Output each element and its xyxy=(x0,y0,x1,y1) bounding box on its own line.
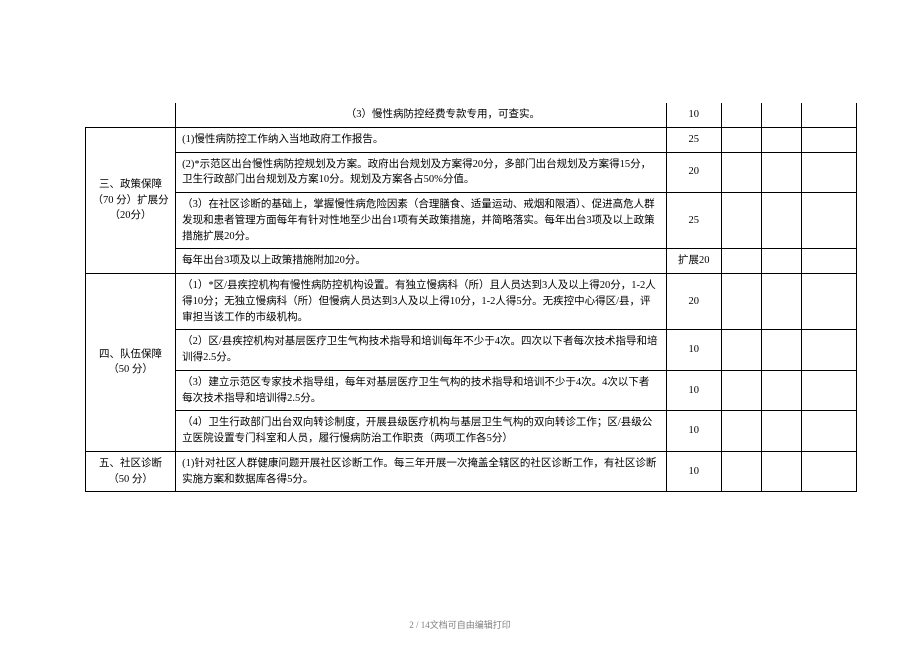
table-cell-blank xyxy=(801,193,856,249)
table-row: （3）建立示范区专家技术指导组，每年对基层医疗卫生气构的技术指导和培训不少于4次… xyxy=(86,370,857,411)
table-row: 三、政策保障（70 分）扩展分（20分） (1)慢性病防控工作纳入当地政府工作报… xyxy=(86,127,857,152)
table-cell-blank xyxy=(801,274,856,330)
table-cell-content: (1)慢性病防控工作纳入当地政府工作报告。 xyxy=(176,127,667,152)
table-cell-blank xyxy=(801,127,856,152)
table-cell-score: 10 xyxy=(666,411,721,452)
table-cell-blank xyxy=(801,370,856,411)
table-cell-blank xyxy=(721,127,761,152)
table-cell-blank xyxy=(801,451,856,492)
table-cell-blank xyxy=(721,152,761,193)
table-cell-content: （3）慢性病防控经费专款专用，可查实。 xyxy=(176,103,667,127)
table-cell-score: 20 xyxy=(666,274,721,330)
table-cell-score: 10 xyxy=(666,103,721,127)
evaluation-table: （3）慢性病防控经费专款专用，可查实。 10 三、政策保障（70 分）扩展分（2… xyxy=(85,103,857,492)
table-row: 每年出台3项及以上政策措施附加20分。 扩展20 xyxy=(86,249,857,274)
table-row: (2)*示范区出台慢性病防控规划及方案。政府出台规划及方案得20分，多部门出台规… xyxy=(86,152,857,193)
table-cell-category: 三、政策保障（70 分）扩展分（20分） xyxy=(86,127,176,273)
table-cell-content: (2)*示范区出台慢性病防控规划及方案。政府出台规划及方案得20分，多部门出台规… xyxy=(176,152,667,193)
table-cell-blank xyxy=(721,451,761,492)
table-cell-score: 25 xyxy=(666,193,721,249)
table-cell-content: （1）*区/县疾控机构有慢性病防控机构设置。有独立慢病科（所）且人员达到3人及以… xyxy=(176,274,667,330)
table-row: （4）卫生行政部门出台双向转诊制度，开展县级医疗机构与基层卫生气构的双向转诊工作… xyxy=(86,411,857,452)
table-cell-blank xyxy=(761,330,801,371)
table-cell-blank xyxy=(761,451,801,492)
table-cell-blank xyxy=(801,330,856,371)
page-footer: 2 / 14文档可自由编辑打印 xyxy=(0,618,920,631)
table-cell-blank xyxy=(761,152,801,193)
table-row: （3）慢性病防控经费专款专用，可查实。 10 xyxy=(86,103,857,127)
table-row: （3）在社区诊断的基础上，掌握慢性病危险因素（合理膳食、适量运动、戒烟和限酒）、… xyxy=(86,193,857,249)
table-cell-score: 10 xyxy=(666,451,721,492)
table-cell-blank xyxy=(721,249,761,274)
table-cell-blank xyxy=(761,103,801,127)
table-cell-content: （3）在社区诊断的基础上，掌握慢性病危险因素（合理膳食、适量运动、戒烟和限酒）、… xyxy=(176,193,667,249)
table-cell-blank xyxy=(721,103,761,127)
table-cell-content: （4）卫生行政部门出台双向转诊制度，开展县级医疗机构与基层卫生气构的双向转诊工作… xyxy=(176,411,667,452)
table-cell-category: 五、社区诊断（50 分） xyxy=(86,451,176,492)
table-cell-blank xyxy=(721,411,761,452)
table-row: 五、社区诊断（50 分） (1)针对社区人群健康问题开展社区诊断工作。每三年开展… xyxy=(86,451,857,492)
table-cell-blank xyxy=(761,193,801,249)
table-cell-score: 25 xyxy=(666,127,721,152)
table-cell-content: 每年出台3项及以上政策措施附加20分。 xyxy=(176,249,667,274)
table-cell-blank xyxy=(721,330,761,371)
table-cell-blank xyxy=(761,274,801,330)
table-cell-blank xyxy=(721,274,761,330)
evaluation-table-container: （3）慢性病防控经费专款专用，可查实。 10 三、政策保障（70 分）扩展分（2… xyxy=(85,103,857,492)
table-cell-blank xyxy=(761,127,801,152)
table-cell-blank xyxy=(761,411,801,452)
table-cell-content: （3）建立示范区专家技术指导组，每年对基层医疗卫生气构的技术指导和培训不少于4次… xyxy=(176,370,667,411)
table-cell-score: 20 xyxy=(666,152,721,193)
table-cell-blank xyxy=(761,249,801,274)
table-cell-content: （2）区/县疾控机构对基层医疗卫生气构技术指导和培训每年不少于4次。四次以下者每… xyxy=(176,330,667,371)
table-cell-category: 四、队伍保障（50 分） xyxy=(86,274,176,452)
table-row: 四、队伍保障（50 分） （1）*区/县疾控机构有慢性病防控机构设置。有独立慢病… xyxy=(86,274,857,330)
table-cell-blank xyxy=(721,370,761,411)
table-cell-blank xyxy=(721,193,761,249)
table-cell-category xyxy=(86,103,176,127)
table-row: （2）区/县疾控机构对基层医疗卫生气构技术指导和培训每年不少于4次。四次以下者每… xyxy=(86,330,857,371)
table-cell-blank xyxy=(801,152,856,193)
table-cell-blank xyxy=(801,249,856,274)
table-cell-content: (1)针对社区人群健康问题开展社区诊断工作。每三年开展一次掩盖全辖区的社区诊断工… xyxy=(176,451,667,492)
table-cell-blank xyxy=(801,103,856,127)
table-cell-score: 10 xyxy=(666,370,721,411)
table-cell-blank xyxy=(761,370,801,411)
table-cell-score: 扩展20 xyxy=(666,249,721,274)
table-cell-score: 10 xyxy=(666,330,721,371)
table-cell-blank xyxy=(801,411,856,452)
